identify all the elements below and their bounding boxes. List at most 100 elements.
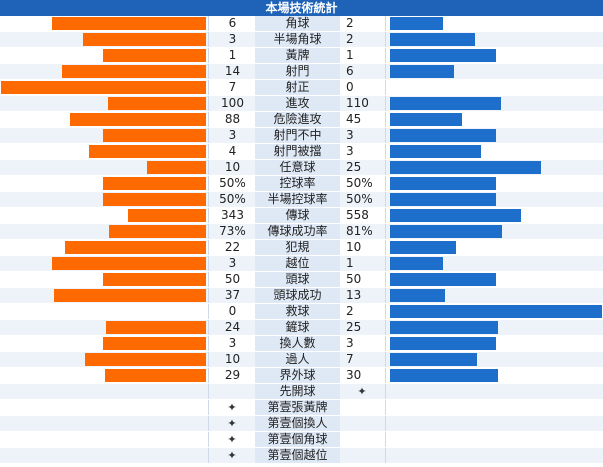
home-bar-area [0, 240, 209, 255]
away-bar-area [385, 80, 603, 95]
home-bar [103, 129, 206, 142]
away-bar-area [385, 16, 603, 31]
away-bar [390, 369, 498, 382]
away-bar-area [385, 224, 603, 239]
stat-row: 10 過人 7 [0, 352, 603, 367]
home-bar-area [0, 192, 209, 207]
stat-label: 頭球成功 [255, 288, 340, 303]
stat-label: 傳球成功率 [255, 224, 340, 239]
away-bar-area [385, 432, 603, 447]
home-bar [108, 97, 206, 110]
stat-row: 3 半場角球 2 [0, 32, 603, 47]
diamond-star-icon: ✦ [227, 417, 237, 430]
first-event-row: ✦ 第壹個越位 [0, 448, 603, 463]
home-value: 73% [219, 224, 246, 238]
home-bar-area [0, 416, 209, 431]
home-bar-area [0, 144, 209, 159]
away-value: 81% [346, 224, 373, 238]
home-value: 10 [224, 160, 241, 174]
stat-row: 88 危險進攻 45 [0, 112, 603, 127]
away-value: 110 [346, 96, 369, 110]
home-bar-area [0, 32, 209, 47]
home-value: 7 [228, 80, 237, 94]
away-bar-area [385, 352, 603, 367]
stat-row: 37 頭球成功 13 [0, 288, 603, 303]
away-value: 558 [346, 208, 369, 222]
stat-row: 100 進攻 110 [0, 96, 603, 111]
away-value: 7 [346, 352, 354, 366]
home-bar [105, 369, 206, 382]
home-value: 1 [228, 48, 237, 62]
home-bar-area [0, 16, 209, 31]
home-bar [52, 17, 206, 30]
stat-row: 29 界外球 30 [0, 368, 603, 383]
stat-row: 50 頭球 50 [0, 272, 603, 287]
away-bar-area [385, 368, 603, 383]
stat-label: 界外球 [255, 368, 340, 383]
stat-row: 50% 半場控球率 50% [0, 192, 603, 207]
home-value: 3 [228, 256, 237, 270]
home-bar [147, 161, 206, 174]
stat-label: 射門被擋 [255, 144, 340, 159]
away-mark-cell [340, 400, 385, 415]
away-bar [390, 161, 541, 174]
stat-label: 鏟球 [255, 320, 340, 335]
stat-label: 半場控球率 [255, 192, 340, 207]
home-mark-cell: ✦ [210, 400, 255, 415]
away-bar [390, 353, 477, 366]
home-bar-area [0, 80, 209, 95]
home-bar-area [0, 288, 209, 303]
home-value: 50% [219, 192, 246, 206]
away-value: 50% [346, 176, 373, 190]
stat-label: 半場角球 [255, 32, 340, 47]
away-bar-area [385, 128, 603, 143]
home-mark-cell: ✦ [210, 448, 255, 463]
home-bar-area [0, 112, 209, 127]
stat-row: 14 射門 6 [0, 64, 603, 79]
away-bar [390, 49, 496, 62]
home-value: 37 [224, 288, 241, 302]
away-value: 30 [346, 368, 362, 382]
away-bar-area [385, 112, 603, 127]
away-bar-area [385, 64, 603, 79]
away-bar [390, 129, 496, 142]
stat-label: 進攻 [255, 96, 340, 111]
home-value: 29 [224, 368, 241, 382]
away-mark-cell [340, 448, 385, 463]
away-value: 10 [346, 240, 362, 254]
away-bar [390, 257, 443, 270]
home-bar-area [0, 336, 209, 351]
home-mark-cell [210, 384, 255, 399]
home-bar [128, 209, 206, 222]
away-value: 45 [346, 112, 362, 126]
stat-row: 3 射門不中 3 [0, 128, 603, 143]
home-bar [70, 113, 206, 126]
stat-label: 角球 [255, 16, 340, 31]
home-mark-cell: ✦ [210, 416, 255, 431]
home-bar-area [0, 176, 209, 191]
away-value: 1 [346, 256, 354, 270]
away-bar-area [385, 272, 603, 287]
stat-label: 控球率 [255, 176, 340, 191]
stat-row: 10 任意球 25 [0, 160, 603, 175]
diamond-star-icon: ✦ [227, 433, 237, 446]
home-bar-area [0, 384, 209, 399]
home-value: 0 [228, 304, 237, 318]
away-bar-area [385, 320, 603, 335]
first-event-row: ✦ 第壹個換人 [0, 416, 603, 431]
home-bar-area [0, 352, 209, 367]
stat-label: 射門 [255, 64, 340, 79]
home-value: 4 [228, 144, 237, 158]
home-value: 50% [219, 176, 246, 190]
stat-label: 過人 [255, 352, 340, 367]
stat-row: 22 犯規 10 [0, 240, 603, 255]
first-event-label: 第壹個越位 [255, 448, 340, 463]
away-bar [390, 209, 521, 222]
home-value: 22 [224, 240, 241, 254]
away-value: 50% [346, 192, 373, 206]
away-bar-area [385, 176, 603, 191]
away-bar [390, 33, 475, 46]
away-bar [390, 337, 496, 350]
away-bar [390, 193, 496, 206]
away-bar [390, 321, 498, 334]
